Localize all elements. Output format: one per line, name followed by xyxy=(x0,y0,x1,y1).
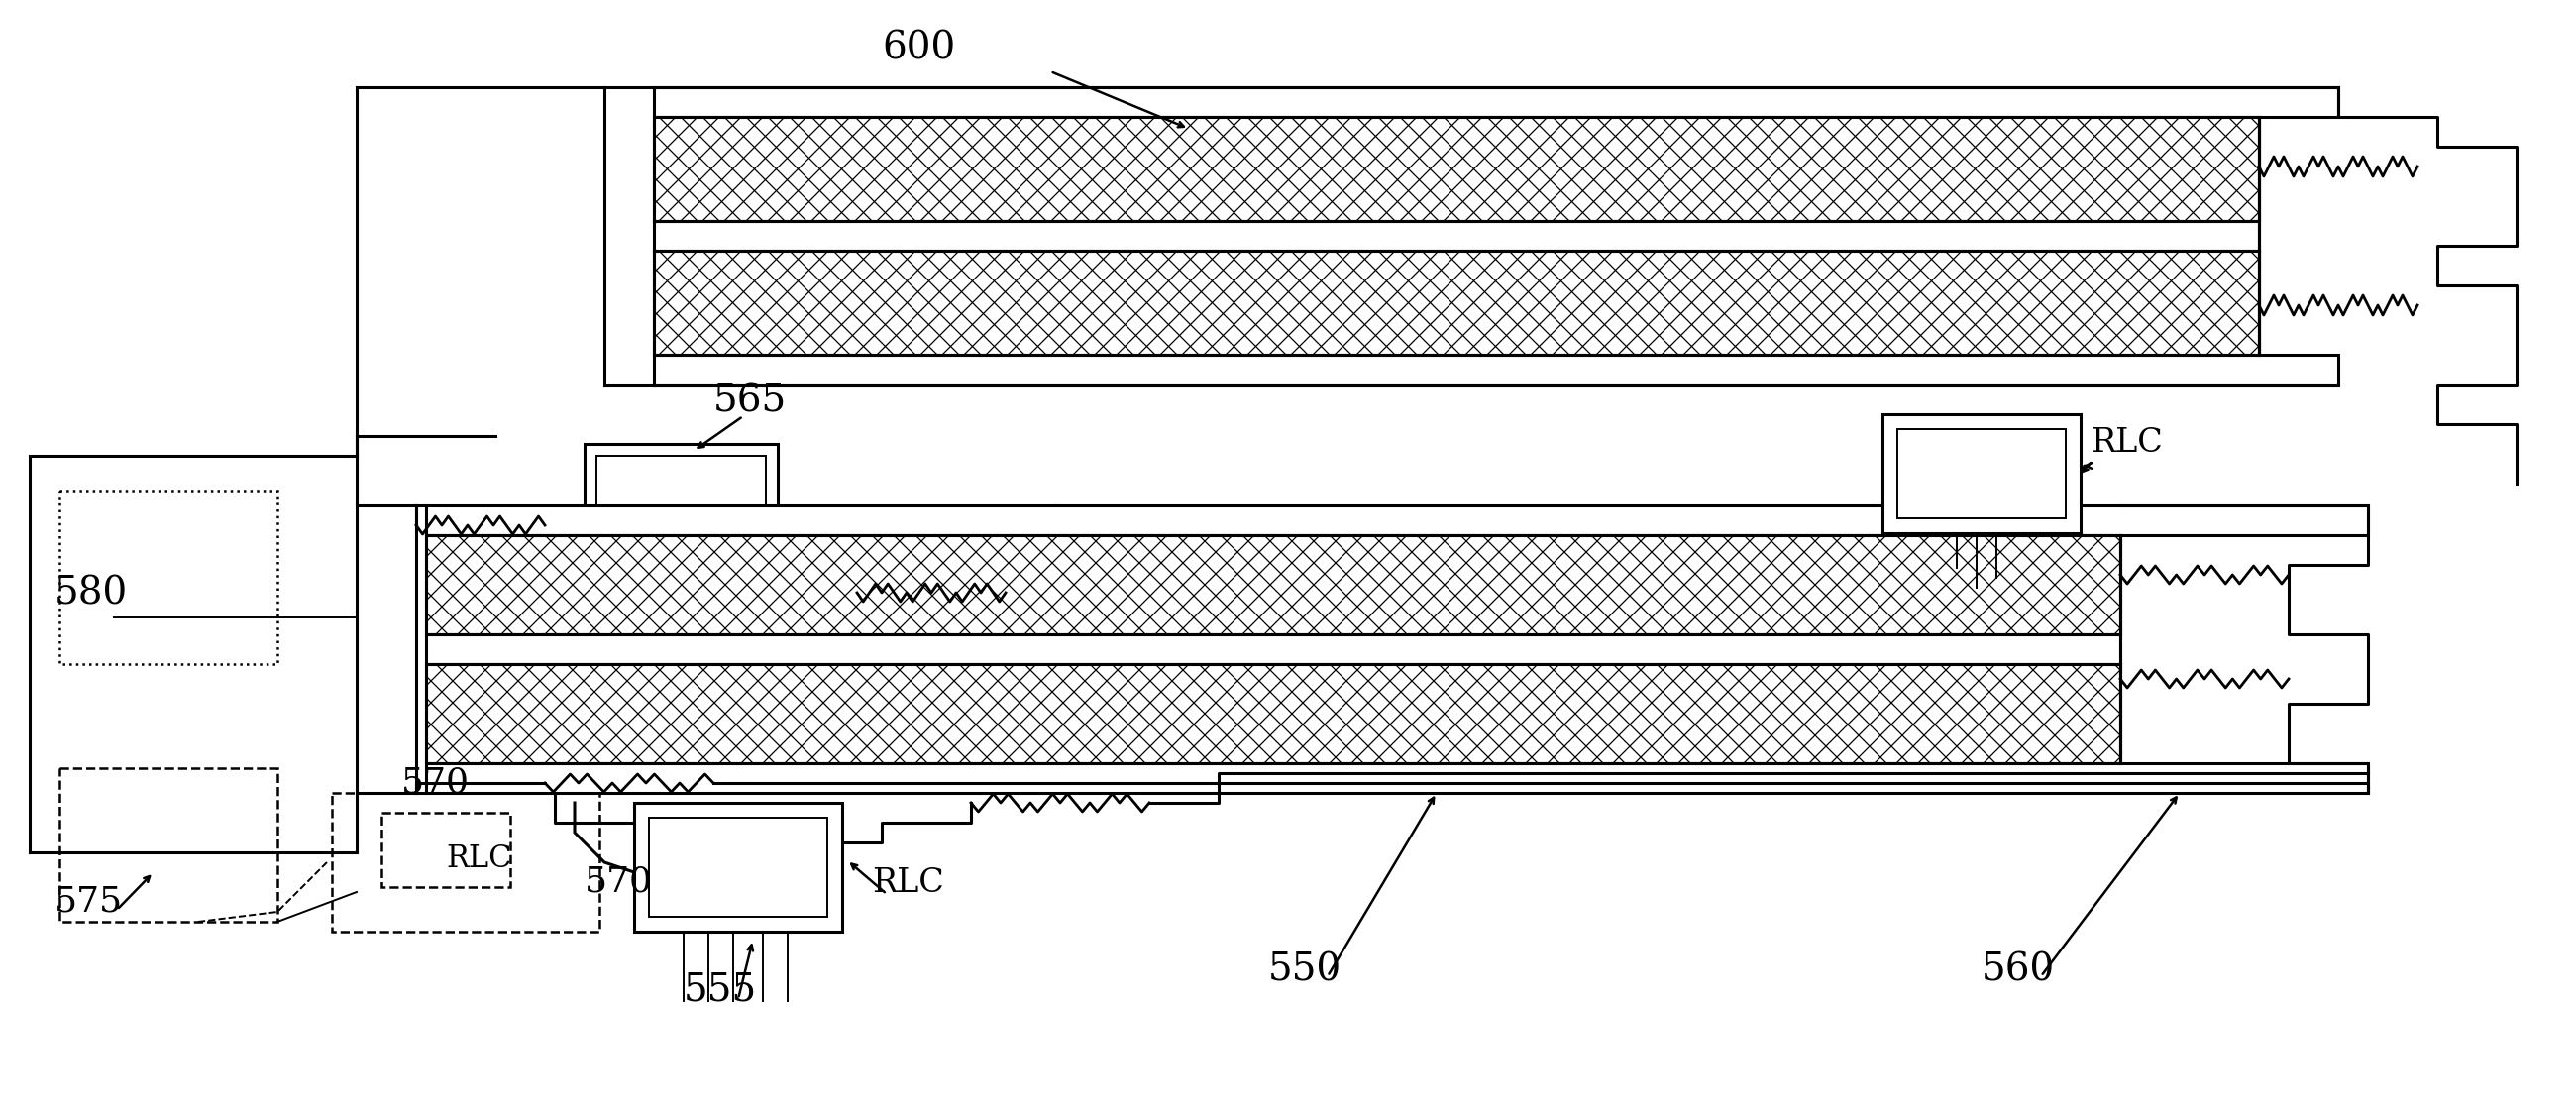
Bar xyxy=(59,491,278,664)
Bar xyxy=(654,117,2259,221)
Bar xyxy=(654,251,2259,355)
Text: RLC: RLC xyxy=(871,867,943,899)
Text: RLC: RLC xyxy=(2092,427,2164,459)
Bar xyxy=(654,117,2259,221)
Bar xyxy=(1899,430,2066,518)
Text: 555: 555 xyxy=(683,972,757,1009)
Text: 600: 600 xyxy=(881,31,956,67)
Bar xyxy=(425,664,2120,763)
Text: 570: 570 xyxy=(585,865,652,899)
Text: 550: 550 xyxy=(1267,952,1342,989)
Bar xyxy=(381,812,510,887)
Bar xyxy=(425,634,2120,664)
Bar xyxy=(598,456,765,541)
Text: 570: 570 xyxy=(402,767,469,800)
Text: 575: 575 xyxy=(54,885,124,918)
Bar xyxy=(654,221,2259,251)
Text: RLC: RLC xyxy=(446,844,513,874)
Text: 565: 565 xyxy=(714,383,786,420)
Bar xyxy=(654,251,2259,355)
Bar xyxy=(1883,414,2081,533)
Bar xyxy=(654,87,2339,117)
Bar xyxy=(59,768,278,922)
Bar xyxy=(425,536,2120,634)
Bar xyxy=(425,536,2120,634)
Bar xyxy=(425,664,2120,763)
Bar xyxy=(585,444,778,554)
Bar xyxy=(654,355,2339,385)
Bar xyxy=(649,818,827,916)
Text: 580: 580 xyxy=(54,576,129,613)
Text: 560: 560 xyxy=(1981,952,2056,989)
Bar xyxy=(425,763,2367,792)
Bar xyxy=(425,506,2367,536)
Bar xyxy=(332,792,600,932)
Bar xyxy=(634,802,842,932)
